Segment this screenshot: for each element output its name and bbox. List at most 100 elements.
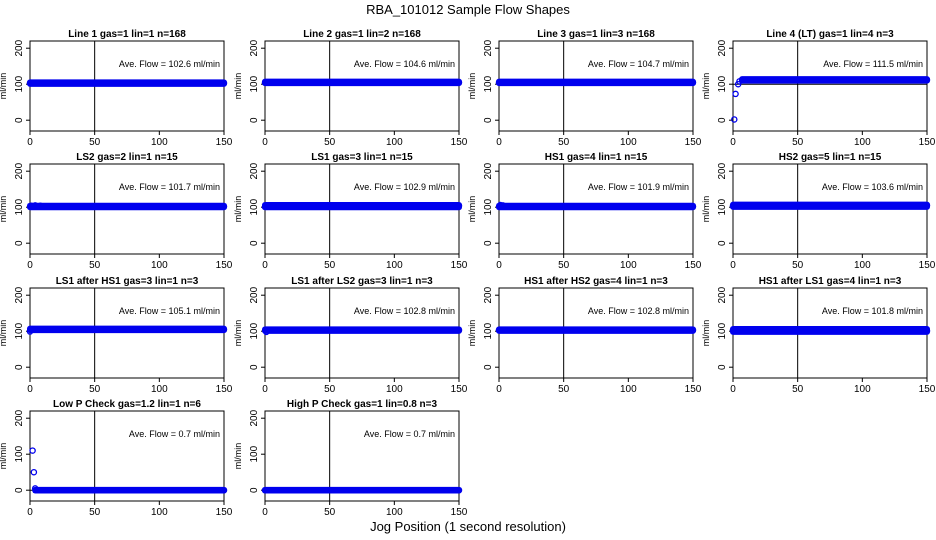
panel-2: Line 2 gas=1 lin=2 n=168 ml/min 0 50 100 150 0… — [233, 29, 468, 148]
data-point-band — [27, 79, 227, 87]
panel-title: LS2 gas=2 lin=1 n=15 — [76, 152, 178, 163]
y-tick-label: 0 — [717, 240, 728, 246]
x-tick-label: 50 — [324, 260, 336, 271]
data-point-band — [496, 326, 696, 334]
x-tick-label: 150 — [451, 384, 468, 395]
panel-1: Line 1 gas=1 lin=1 n=168 ml/min 0 50 100 150 0… — [0, 29, 233, 148]
panel-3: Line 3 gas=1 lin=3 n=168 ml/min 0 50 100 150 0… — [467, 29, 702, 148]
y-tick-label: 200 — [14, 409, 25, 426]
y-tick-label: 200 — [483, 162, 494, 179]
data-point — [220, 326, 228, 333]
x-tick-label: 150 — [685, 137, 702, 148]
y-tick-label: 0 — [483, 240, 494, 246]
y-tick-label: 200 — [14, 39, 25, 56]
x-tick-label: 0 — [27, 507, 33, 518]
x-tick-label: 0 — [496, 260, 502, 271]
y-tick-label: 100 — [14, 322, 25, 339]
panel-4: Line 4 (LT) gas=1 lin=4 n=3 ml/min 0 50 100 1… — [701, 29, 936, 148]
x-tick-label: 150 — [216, 260, 233, 271]
x-tick-label: 100 — [386, 137, 403, 148]
y-axis-label: ml/min — [233, 196, 243, 223]
data-point — [738, 76, 746, 84]
figure-title: RBA_101012 Sample Flow Shapes — [366, 2, 570, 17]
data-point — [455, 202, 463, 210]
y-tick-label: 100 — [483, 75, 494, 92]
x-tick-label: 0 — [27, 384, 33, 395]
data-point — [495, 326, 503, 334]
data-point-band — [27, 325, 227, 334]
x-tick-label: 50 — [558, 137, 570, 148]
x-tick-label: 0 — [27, 137, 33, 148]
panel-title: Line 3 gas=1 lin=3 n=168 — [537, 29, 655, 40]
average-flow-annotation: Ave. Flow = 0.7 ml/min — [129, 429, 220, 439]
data-point — [729, 326, 737, 334]
x-tick-label: 0 — [730, 260, 736, 271]
y-tick-label: 100 — [483, 322, 494, 339]
panel-title: Line 4 (LT) gas=1 lin=4 n=3 — [766, 29, 894, 40]
y-axis-label: ml/min — [0, 320, 8, 347]
data-point — [689, 203, 697, 210]
panel-title: Line 1 gas=1 lin=1 n=168 — [68, 29, 186, 40]
y-axis-label: ml/min — [0, 443, 8, 470]
data-point — [263, 328, 270, 336]
data-point — [923, 76, 931, 84]
x-tick-label: 50 — [324, 137, 336, 148]
data-point — [26, 79, 34, 87]
y-tick-label: 200 — [483, 286, 494, 303]
y-axis-label: ml/min — [0, 73, 8, 100]
x-tick-label: 100 — [386, 384, 403, 395]
panel-title: HS2 gas=5 lin=1 n=15 — [779, 152, 882, 163]
y-tick-label: 0 — [14, 117, 25, 123]
x-tick-label: 150 — [216, 137, 233, 148]
y-tick-label: 200 — [14, 286, 25, 303]
panel-12: HS1 after LS1 gas=4 lin=1 n=3 ml/min 0 50 10… — [701, 276, 936, 395]
y-axis-label: ml/min — [0, 196, 8, 223]
panel-11: HS1 after HS2 gas=4 lin=1 n=3 ml/min 0 50 10… — [467, 276, 702, 395]
y-tick-label: 0 — [483, 117, 494, 123]
y-axis-label: ml/min — [233, 320, 243, 347]
x-tick-label: 0 — [27, 260, 33, 271]
y-tick-label: 100 — [717, 198, 728, 215]
x-tick-label: 50 — [792, 384, 804, 395]
y-tick-label: 200 — [483, 39, 494, 56]
data-point-band — [262, 486, 462, 494]
average-flow-annotation: Ave. Flow = 103.6 ml/min — [822, 182, 923, 192]
x-tick-label: 150 — [451, 260, 468, 271]
average-flow-annotation: Ave. Flow = 102.9 ml/min — [354, 182, 455, 192]
data-point-band — [262, 326, 462, 334]
x-tick-label: 150 — [919, 260, 936, 271]
y-tick-label: 0 — [717, 117, 728, 123]
y-tick-label: 0 — [14, 487, 25, 493]
data-point — [689, 326, 697, 334]
y-tick-label: 200 — [249, 409, 260, 426]
y-axis-label: ml/min — [233, 73, 243, 100]
x-tick-label: 100 — [151, 137, 168, 148]
x-tick-label: 150 — [216, 384, 233, 395]
panel-13: Low P Check gas=1.2 lin=1 n=6 ml/min 0 50 10… — [0, 399, 233, 518]
panel-title: Low P Check gas=1.2 lin=1 n=6 — [53, 399, 201, 410]
data-point — [499, 202, 507, 209]
y-tick-label: 0 — [249, 117, 260, 123]
plot-frame — [732, 40, 928, 132]
x-tick-label: 50 — [792, 137, 804, 148]
x-tick-label: 150 — [685, 384, 702, 395]
x-tick-label: 100 — [620, 260, 637, 271]
x-tick-label: 0 — [262, 137, 268, 148]
data-point — [732, 90, 739, 98]
x-tick-label: 50 — [89, 260, 101, 271]
y-axis-label: ml/min — [701, 73, 711, 100]
y-tick-label: 0 — [717, 364, 728, 370]
average-flow-annotation: Ave. Flow = 102.8 ml/min — [588, 306, 689, 316]
x-tick-label: 150 — [216, 507, 233, 518]
y-tick-label: 0 — [249, 487, 260, 493]
x-tick-label: 150 — [451, 507, 468, 518]
x-tick-label: 150 — [451, 137, 468, 148]
data-point — [923, 202, 931, 209]
x-tick-label: 100 — [854, 260, 871, 271]
panel-title: LS1 after HS1 gas=3 lin=1 n=3 — [56, 276, 199, 287]
x-tick-label: 100 — [620, 137, 637, 148]
panel-title: HS1 gas=4 lin=1 n=15 — [545, 152, 648, 163]
data-point-band — [739, 76, 930, 84]
y-tick-label: 200 — [717, 39, 728, 56]
average-flow-annotation: Ave. Flow = 104.6 ml/min — [354, 59, 455, 69]
